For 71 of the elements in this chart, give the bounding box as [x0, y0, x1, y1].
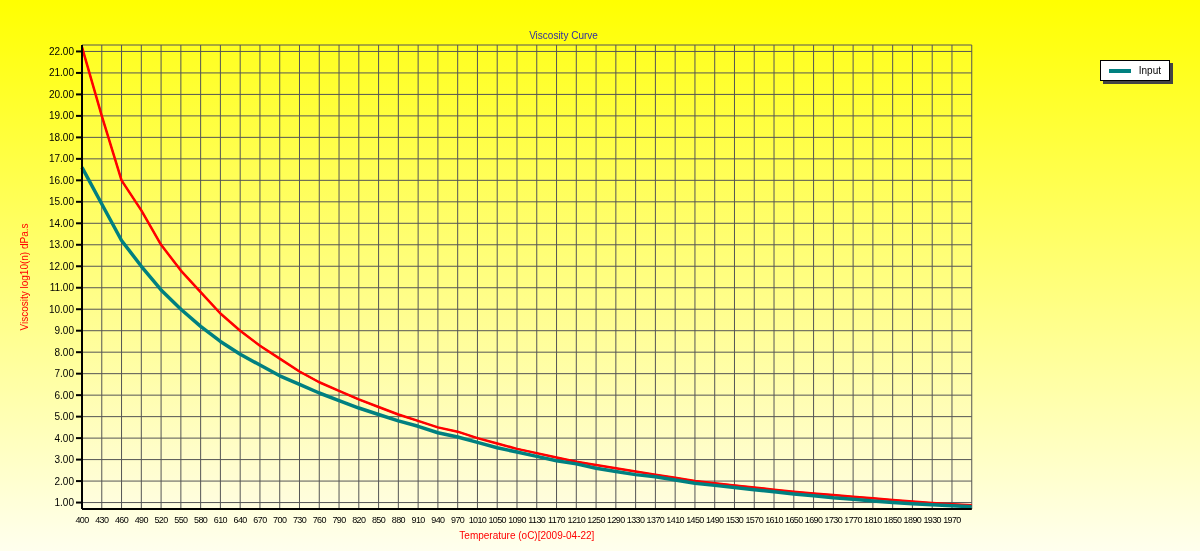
- y-tick-label: 14.00: [48, 217, 75, 229]
- x-tick-label: 550: [174, 515, 189, 526]
- y-tick-label: 5.00: [54, 411, 75, 423]
- y-tick-label: 22.00: [48, 45, 75, 57]
- chart-title: Viscosity Curve: [528, 30, 599, 41]
- x-tick-label: 760: [312, 515, 327, 526]
- x-tick-label: 1010: [468, 515, 487, 526]
- x-tick-label: 1130: [528, 515, 546, 526]
- x-tick-label: 940: [431, 515, 446, 526]
- y-tick-label: 20.00: [48, 88, 75, 100]
- x-tick-label: 1050: [488, 515, 507, 526]
- x-tick-label: 1210: [567, 515, 586, 526]
- y-tick-label: 4.00: [54, 432, 75, 444]
- x-tick-label: 970: [451, 515, 465, 526]
- x-tick-label: 1850: [883, 515, 903, 526]
- x-tick-label: 400: [75, 515, 90, 526]
- x-tick-label: 1650: [784, 515, 804, 526]
- x-tick-label: 1170: [548, 515, 566, 526]
- x-tick-label: 1810: [864, 515, 883, 526]
- x-tick-label: 490: [134, 515, 149, 526]
- y-axis-title: Viscosity log10(n) dPa.s: [18, 223, 30, 331]
- y-tick-label: 9.00: [54, 325, 75, 337]
- x-tick-label: 1450: [686, 515, 705, 526]
- y-tick-label: 12.00: [48, 260, 75, 272]
- y-tick-label: 1.00: [54, 497, 75, 509]
- x-tick-label: 1770: [844, 515, 863, 526]
- y-tick-label: 18.00: [48, 131, 75, 143]
- x-tick-label: 610: [213, 515, 228, 526]
- x-tick-label: 1610: [765, 515, 784, 526]
- x-tick-label: 850: [371, 515, 386, 526]
- y-tick-label: 13.00: [48, 239, 75, 251]
- x-tick-label: 700: [273, 515, 287, 526]
- x-tick-label: 1090: [508, 515, 527, 526]
- x-tick-label: 580: [194, 515, 208, 526]
- x-tick-label: 1330: [626, 515, 646, 526]
- x-tick-label: 640: [233, 515, 248, 526]
- y-tick-label: 8.00: [54, 346, 75, 358]
- x-tick-label: 1890: [903, 515, 922, 526]
- y-tick-label: 3.00: [54, 454, 75, 466]
- x-tick-label: 910: [411, 515, 426, 526]
- legend-label: Input: [1138, 64, 1161, 77]
- x-tick-label: 1930: [923, 515, 942, 526]
- x-tick-label: 1970: [943, 515, 962, 526]
- y-tick-label: 19.00: [48, 110, 75, 122]
- x-tick-label: 1490: [705, 515, 725, 526]
- y-tick-label: 11.00: [49, 282, 75, 294]
- x-tick-label: 1730: [824, 515, 843, 526]
- y-tick-label: 15.00: [48, 196, 75, 208]
- x-tick-label: 730: [292, 515, 307, 526]
- x-tick-label: 460: [114, 515, 129, 526]
- y-tick-label: 21.00: [48, 67, 75, 79]
- x-tick-label: 1410: [666, 515, 685, 526]
- y-tick-label: 6.00: [54, 389, 75, 401]
- x-tick-label: 1250: [587, 515, 606, 526]
- y-tick-label: 7.00: [54, 368, 75, 380]
- x-tick-label: 790: [332, 515, 347, 526]
- x-axis-title: Temperature (oC)[2009-04-22]: [459, 530, 595, 541]
- y-tick-label: 16.00: [48, 174, 75, 186]
- x-tick-label: 430: [95, 515, 109, 526]
- y-tick-label: 17.00: [48, 153, 75, 165]
- x-tick-label: 820: [352, 515, 367, 526]
- x-tick-label: 1690: [804, 515, 823, 526]
- x-tick-label: 520: [154, 515, 169, 526]
- y-tick-label: 10.00: [48, 303, 75, 315]
- x-tick-label: 670: [253, 515, 268, 526]
- y-tick-label: 2.00: [54, 475, 75, 487]
- x-tick-label: 1290: [607, 515, 626, 526]
- x-tick-label: 1370: [646, 515, 665, 526]
- x-tick-label: 1570: [745, 515, 764, 526]
- x-tick-label: 880: [391, 515, 406, 526]
- x-tick-label: 1530: [725, 515, 744, 526]
